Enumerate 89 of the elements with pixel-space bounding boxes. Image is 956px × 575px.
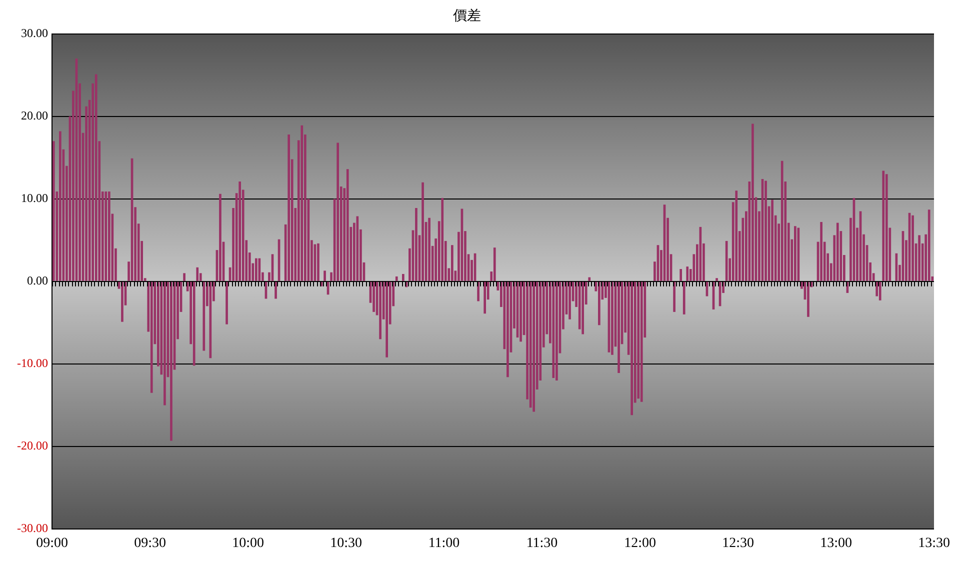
bar (912, 215, 914, 281)
x-tick-label: 09:30 (134, 536, 166, 552)
bar (441, 198, 444, 281)
bar (680, 269, 682, 281)
bar (300, 125, 304, 281)
y-tick-label: 20.00 (21, 108, 48, 122)
bar (686, 266, 689, 281)
bar (255, 258, 258, 281)
bar (637, 282, 640, 399)
bar (192, 282, 196, 366)
bar (532, 282, 535, 412)
bar (196, 267, 199, 281)
chart-title: 價差 (453, 8, 481, 24)
bar (346, 169, 349, 281)
bar (493, 248, 496, 281)
bar (771, 200, 774, 281)
x-tick-label: 13:30 (918, 536, 950, 552)
bar (876, 282, 878, 296)
bar (820, 222, 822, 281)
bar (317, 243, 320, 281)
bar (288, 134, 290, 281)
x-tick-label: 12:00 (624, 536, 656, 552)
bar (630, 282, 633, 416)
bar (588, 277, 591, 281)
bar (520, 282, 522, 342)
bar (735, 190, 738, 281)
x-tick-label: 09:00 (36, 536, 68, 552)
bar (94, 74, 98, 281)
bar (164, 282, 166, 406)
bar (716, 278, 718, 281)
bar (52, 141, 55, 281)
y-tick-label: 0.00 (27, 274, 48, 288)
bar (415, 208, 418, 281)
bar (484, 282, 486, 314)
bar (372, 282, 375, 312)
bar (611, 282, 614, 355)
x-tick-label: 10:30 (330, 536, 362, 552)
bar (219, 194, 222, 281)
bar (885, 174, 888, 281)
bar (238, 182, 241, 281)
bar (477, 282, 480, 302)
bar (878, 282, 882, 300)
bar (402, 274, 404, 281)
bar (640, 282, 643, 402)
x-tick-label: 11:00 (428, 536, 460, 552)
bar (386, 282, 388, 358)
bar (807, 282, 810, 317)
bar (673, 282, 676, 312)
bar (928, 210, 930, 281)
bar (682, 282, 686, 314)
bar (183, 273, 186, 281)
bar (226, 282, 228, 324)
bar (170, 282, 172, 441)
bar (556, 282, 558, 380)
bar (324, 270, 326, 281)
y-tick-label: 10.00 (21, 191, 48, 206)
bar (918, 235, 920, 281)
bar (108, 191, 110, 281)
bar (794, 226, 796, 281)
bar (104, 191, 108, 281)
bar (618, 282, 620, 374)
bar (202, 282, 206, 351)
bar (882, 170, 885, 281)
bar (274, 282, 277, 299)
bar (428, 218, 430, 281)
bar (752, 124, 754, 281)
bar (379, 282, 382, 340)
y-tick-label: -30.00 (17, 521, 48, 536)
x-tick-label: 12:30 (722, 536, 754, 552)
bar (422, 182, 424, 281)
y-tick-label: -10.00 (17, 356, 48, 370)
bar (506, 282, 509, 378)
bar (336, 142, 339, 281)
bar (780, 160, 784, 281)
bar (150, 282, 153, 393)
bar (568, 282, 571, 320)
x-tick-label: 13:00 (820, 536, 852, 552)
y-tick-label: -20.00 (17, 438, 48, 453)
bar (582, 282, 584, 334)
bar (836, 222, 839, 281)
bar (59, 131, 62, 281)
bar (121, 282, 124, 322)
bar (764, 180, 767, 281)
x-tick-label: 11:30 (526, 536, 558, 552)
bar (451, 245, 454, 281)
bar (598, 282, 600, 326)
x-tick-label: 10:00 (232, 536, 264, 552)
bar (395, 276, 398, 281)
y-tick-label: 30.00 (21, 26, 48, 40)
